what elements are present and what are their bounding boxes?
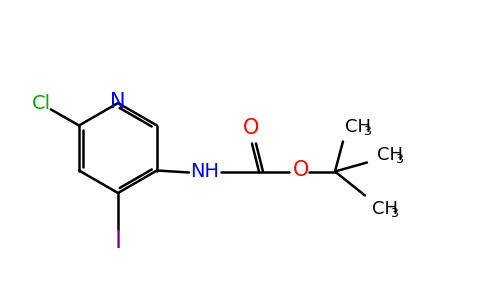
Text: Cl: Cl bbox=[31, 94, 51, 113]
Text: N: N bbox=[110, 92, 126, 112]
Text: I: I bbox=[114, 229, 121, 253]
Text: NH: NH bbox=[191, 162, 219, 181]
Text: O: O bbox=[293, 160, 309, 181]
Text: 3: 3 bbox=[390, 207, 398, 220]
Text: 3: 3 bbox=[395, 153, 403, 166]
Text: CH: CH bbox=[377, 146, 403, 164]
Text: O: O bbox=[243, 118, 259, 139]
Text: CH: CH bbox=[372, 200, 398, 217]
Text: CH: CH bbox=[345, 118, 371, 136]
Text: 3: 3 bbox=[363, 125, 371, 138]
